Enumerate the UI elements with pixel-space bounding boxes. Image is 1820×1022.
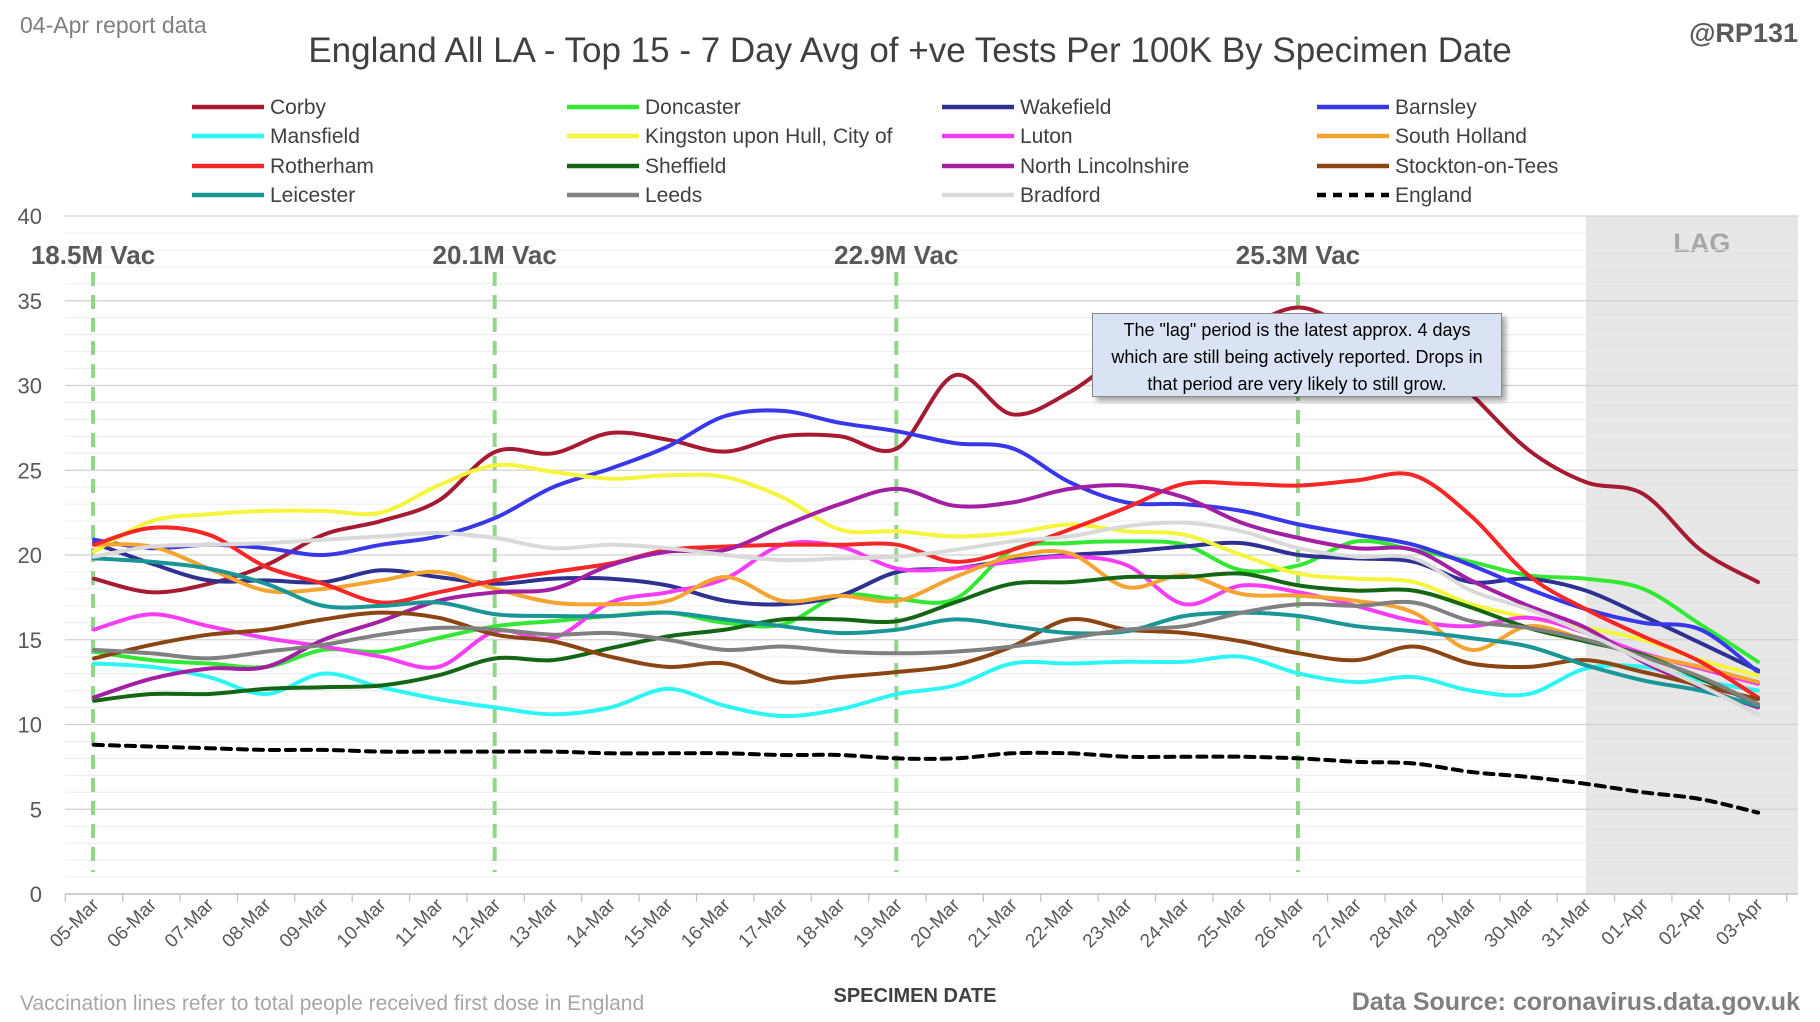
series-line-stockton-on-tees: [92, 610, 1760, 702]
y-tick-label: 0: [30, 882, 42, 907]
x-tick-label: 21-Mar: [964, 894, 1022, 952]
series-line-rotherham: [92, 471, 1760, 700]
y-tick-label: 20: [18, 543, 42, 568]
series-line-bradford: [92, 520, 1760, 717]
vaccination-marker-label: 20.1M Vac: [432, 240, 556, 270]
x-tick-label: 15-Mar: [620, 894, 678, 952]
series-line-barnsley: [92, 408, 1760, 674]
y-tick-label: 25: [18, 458, 42, 483]
series-line-south-holland: [92, 542, 1760, 685]
x-tick-label: 18-Mar: [792, 894, 850, 952]
series-line-corby: [92, 305, 1760, 595]
series-line-leeds: [92, 599, 1760, 707]
series-line-sheffield: [92, 571, 1760, 707]
y-tick-label: 40: [18, 204, 42, 229]
series-line-doncaster: [92, 538, 1760, 670]
x-axis: 05-Mar 06-Mar 07-Mar 08-Mar 09-Mar 10-Mar 11-M…: [46, 893, 1798, 952]
series-line-leicester: [92, 556, 1760, 708]
legend-entry-label: Doncaster: [645, 96, 741, 119]
legend-entry-label: Barnsley: [1395, 96, 1477, 119]
legend-entry-label: Mansfield: [270, 125, 360, 148]
x-tick-label: 02-Apr: [1655, 894, 1711, 950]
x-tick-label: 10-Mar: [333, 894, 391, 952]
x-tick-label: 24-Mar: [1136, 894, 1194, 952]
x-tick-label: 06-Mar: [104, 894, 162, 952]
x-tick-label: 07-Mar: [161, 894, 219, 952]
x-axis-title: SPECIMEN DATE: [834, 985, 997, 1007]
x-tick-label: 03-Apr: [1712, 894, 1768, 950]
legend-entry-label: Leeds: [645, 184, 702, 207]
x-tick-label: 16-Mar: [677, 894, 735, 952]
series-line-luton: [92, 539, 1760, 686]
series-line-england: [92, 742, 1760, 815]
legend-entry-label: Leicester: [270, 184, 355, 207]
x-tick-label: 25-Mar: [1194, 894, 1252, 952]
legend-entry-label: Sheffield: [645, 155, 726, 178]
legend-entry-label: Corby: [270, 96, 327, 119]
legend-entry-label: North Lincolnshire: [1020, 155, 1189, 178]
y-tick-label: 5: [30, 797, 42, 822]
y-tick-label: 15: [18, 628, 42, 653]
legend-entry-label: Stockton-on-Tees: [1395, 155, 1558, 178]
y-tick-label: 30: [18, 374, 42, 399]
vaccination-footnote: Vaccination lines refer to total people …: [20, 992, 644, 1015]
x-tick-label: 17-Mar: [735, 894, 793, 952]
x-tick-label: 26-Mar: [1251, 894, 1309, 952]
report-date-label: 04-Apr report data: [20, 12, 207, 38]
x-tick-label: 22-Mar: [1022, 894, 1080, 952]
y-tick-label: 35: [18, 289, 42, 314]
legend: Corby Doncaster Wakefield Barnsley Mansfield…: [192, 96, 1558, 207]
legend-entry-label: England: [1395, 184, 1472, 207]
data-source: Data Source: coronavirus.data.gov.uk: [1352, 988, 1800, 1016]
series-lines: [92, 305, 1760, 815]
lag-annotation-callout: The "lag" period is the latest approx. 4…: [1092, 313, 1502, 397]
x-tick-label: 14-Mar: [563, 894, 621, 952]
x-tick-label: 13-Mar: [505, 894, 563, 952]
x-tick-label: 11-Mar: [391, 894, 448, 951]
x-tick-label: 31-Mar: [1538, 894, 1596, 952]
vaccination-marker-label: 18.5M Vac: [31, 240, 155, 270]
chart-title: England All LA - Top 15 - 7 Day Avg of +…: [308, 31, 1511, 70]
x-tick-label: 01-Apr: [1598, 894, 1654, 950]
y-tick-label: 10: [18, 713, 42, 738]
legend-entry-label: Rotherham: [270, 155, 374, 178]
y-axis: 0 5 10 15 20 25 30 35 40: [18, 204, 42, 907]
x-tick-label: 12-Mar: [448, 894, 506, 952]
legend-entry-label: Wakefield: [1020, 96, 1111, 119]
author-handle: @RP131: [1689, 18, 1798, 48]
vaccination-marker-label: 25.3M Vac: [1236, 240, 1360, 270]
x-tick-label: 29-Mar: [1423, 894, 1481, 952]
legend-entry-label: Bradford: [1020, 184, 1101, 207]
legend-entry-label: Luton: [1020, 125, 1073, 148]
series-line-north-lincolnshire: [92, 483, 1760, 710]
x-tick-label: 20-Mar: [907, 894, 965, 952]
x-tick-label: 30-Mar: [1481, 894, 1539, 952]
x-tick-label: 05-Mar: [46, 894, 104, 952]
x-tick-label: 27-Mar: [1308, 894, 1366, 952]
series-line-kingston-upon-hull-city-of: [92, 462, 1760, 678]
x-tick-label: 08-Mar: [218, 894, 276, 952]
x-tick-label: 09-Mar: [276, 894, 334, 952]
legend-entry-label: South Holland: [1395, 125, 1527, 148]
legend-entry-label: Kingston upon Hull, City of: [645, 125, 893, 148]
x-tick-label: 23-Mar: [1079, 894, 1137, 952]
vaccination-marker-label: 22.9M Vac: [834, 240, 958, 270]
x-tick-label: 19-Mar: [849, 894, 907, 952]
x-tick-label: 28-Mar: [1366, 894, 1424, 952]
